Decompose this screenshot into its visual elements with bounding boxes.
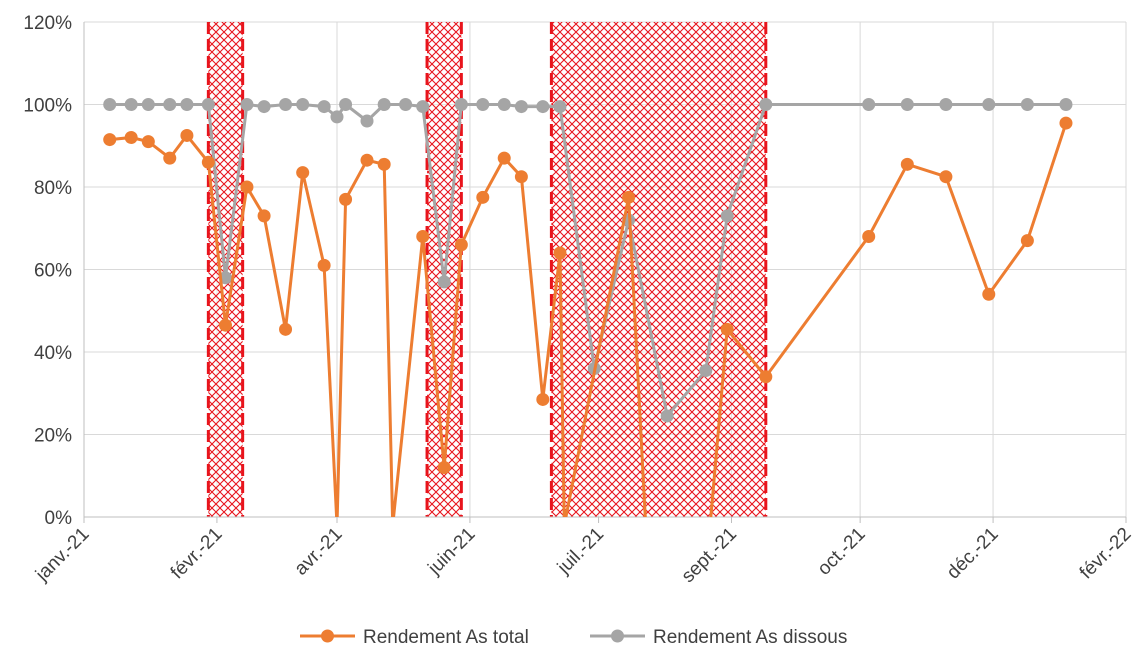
data-point: [163, 151, 177, 165]
data-point: [1059, 98, 1073, 111]
data-point: [514, 170, 528, 184]
data-point: [257, 100, 271, 114]
data-point: [377, 157, 391, 171]
data-point: [317, 258, 331, 272]
x-tick-label: janv.-21: [31, 524, 93, 586]
data-point: [553, 100, 567, 114]
data-point: [416, 100, 430, 114]
data-point: [124, 131, 138, 144]
data-point: [720, 209, 734, 223]
legend-swatch-marker: [321, 629, 334, 643]
data-point: [180, 128, 194, 142]
data-point: [180, 98, 194, 111]
data-point: [240, 98, 254, 111]
data-point: [141, 98, 155, 111]
data-point: [720, 322, 734, 336]
data-point: [699, 364, 713, 378]
data-point: [1020, 234, 1034, 248]
data-point: [163, 98, 177, 111]
x-tick-label: févr.-22: [1076, 524, 1134, 584]
data-point: [339, 98, 353, 111]
data-point: [536, 392, 550, 406]
legend-swatch-marker: [611, 629, 624, 643]
data-point: [437, 275, 451, 289]
data-point: [296, 98, 310, 111]
x-tick-label: juil.-21: [553, 524, 608, 579]
legend-label: Rendement As total: [363, 627, 529, 648]
data-point: [553, 246, 567, 260]
x-tick-label: oct.-21: [814, 524, 870, 580]
data-point: [900, 98, 914, 111]
legend: Rendement As total Rendement As dissous: [300, 627, 847, 648]
data-point: [279, 98, 293, 111]
data-point: [476, 190, 490, 204]
y-tick-label: 0%: [45, 508, 73, 529]
data-point: [279, 322, 293, 336]
data-point: [377, 98, 391, 111]
data-point: [1059, 116, 1073, 130]
data-point: [339, 192, 353, 206]
x-tick-label: déc.-21: [943, 524, 1003, 584]
data-point: [257, 209, 271, 223]
data-point: [497, 151, 511, 165]
data-point: [497, 98, 511, 111]
y-tick-label: 40%: [34, 343, 72, 364]
data-point: [103, 133, 117, 147]
y-tick-label: 120%: [23, 13, 72, 34]
y-tick-label: 20%: [34, 426, 72, 447]
x-tick-label: juin-21: [424, 524, 480, 580]
data-point: [759, 370, 773, 384]
data-point: [982, 287, 996, 301]
series: [103, 98, 1073, 517]
data-point: [622, 190, 636, 204]
data-point: [416, 230, 430, 243]
x-tick-label: sept.-21: [678, 524, 741, 587]
data-point: [103, 98, 117, 111]
data-point: [454, 98, 468, 111]
data-point: [939, 98, 953, 111]
data-point: [759, 98, 773, 111]
data-point: [1020, 98, 1034, 111]
data-point: [124, 98, 138, 111]
axes: [83, 22, 1127, 523]
data-point: [399, 98, 413, 111]
data-point: [862, 98, 876, 111]
data-point: [437, 461, 451, 474]
shaded-period: [551, 22, 766, 517]
data-point: [454, 238, 468, 252]
data-point: [201, 155, 215, 169]
data-point: [201, 98, 215, 111]
data-point: [240, 180, 254, 194]
data-point: [141, 135, 155, 149]
data-point: [296, 166, 310, 180]
data-point: [476, 98, 490, 111]
x-tick-label: févr.-21: [167, 524, 227, 584]
data-point: [900, 157, 914, 171]
y-tick-label: 60%: [34, 261, 72, 282]
data-point: [514, 100, 528, 114]
data-point: [330, 110, 344, 124]
data-point: [360, 153, 374, 167]
x-tick-label: avr.-21: [291, 524, 347, 580]
data-point: [317, 100, 331, 114]
data-point: [219, 318, 233, 332]
y-tick-label: 80%: [34, 178, 72, 199]
legend-label: Rendement As dissous: [653, 627, 847, 648]
data-point: [660, 409, 674, 423]
data-point: [982, 98, 996, 111]
data-point: [536, 100, 550, 114]
data-point: [862, 230, 876, 243]
data-point: [939, 170, 953, 184]
y-tick-label: 100%: [23, 96, 72, 117]
shaded-periods: [206, 22, 768, 517]
data-point: [360, 114, 374, 128]
